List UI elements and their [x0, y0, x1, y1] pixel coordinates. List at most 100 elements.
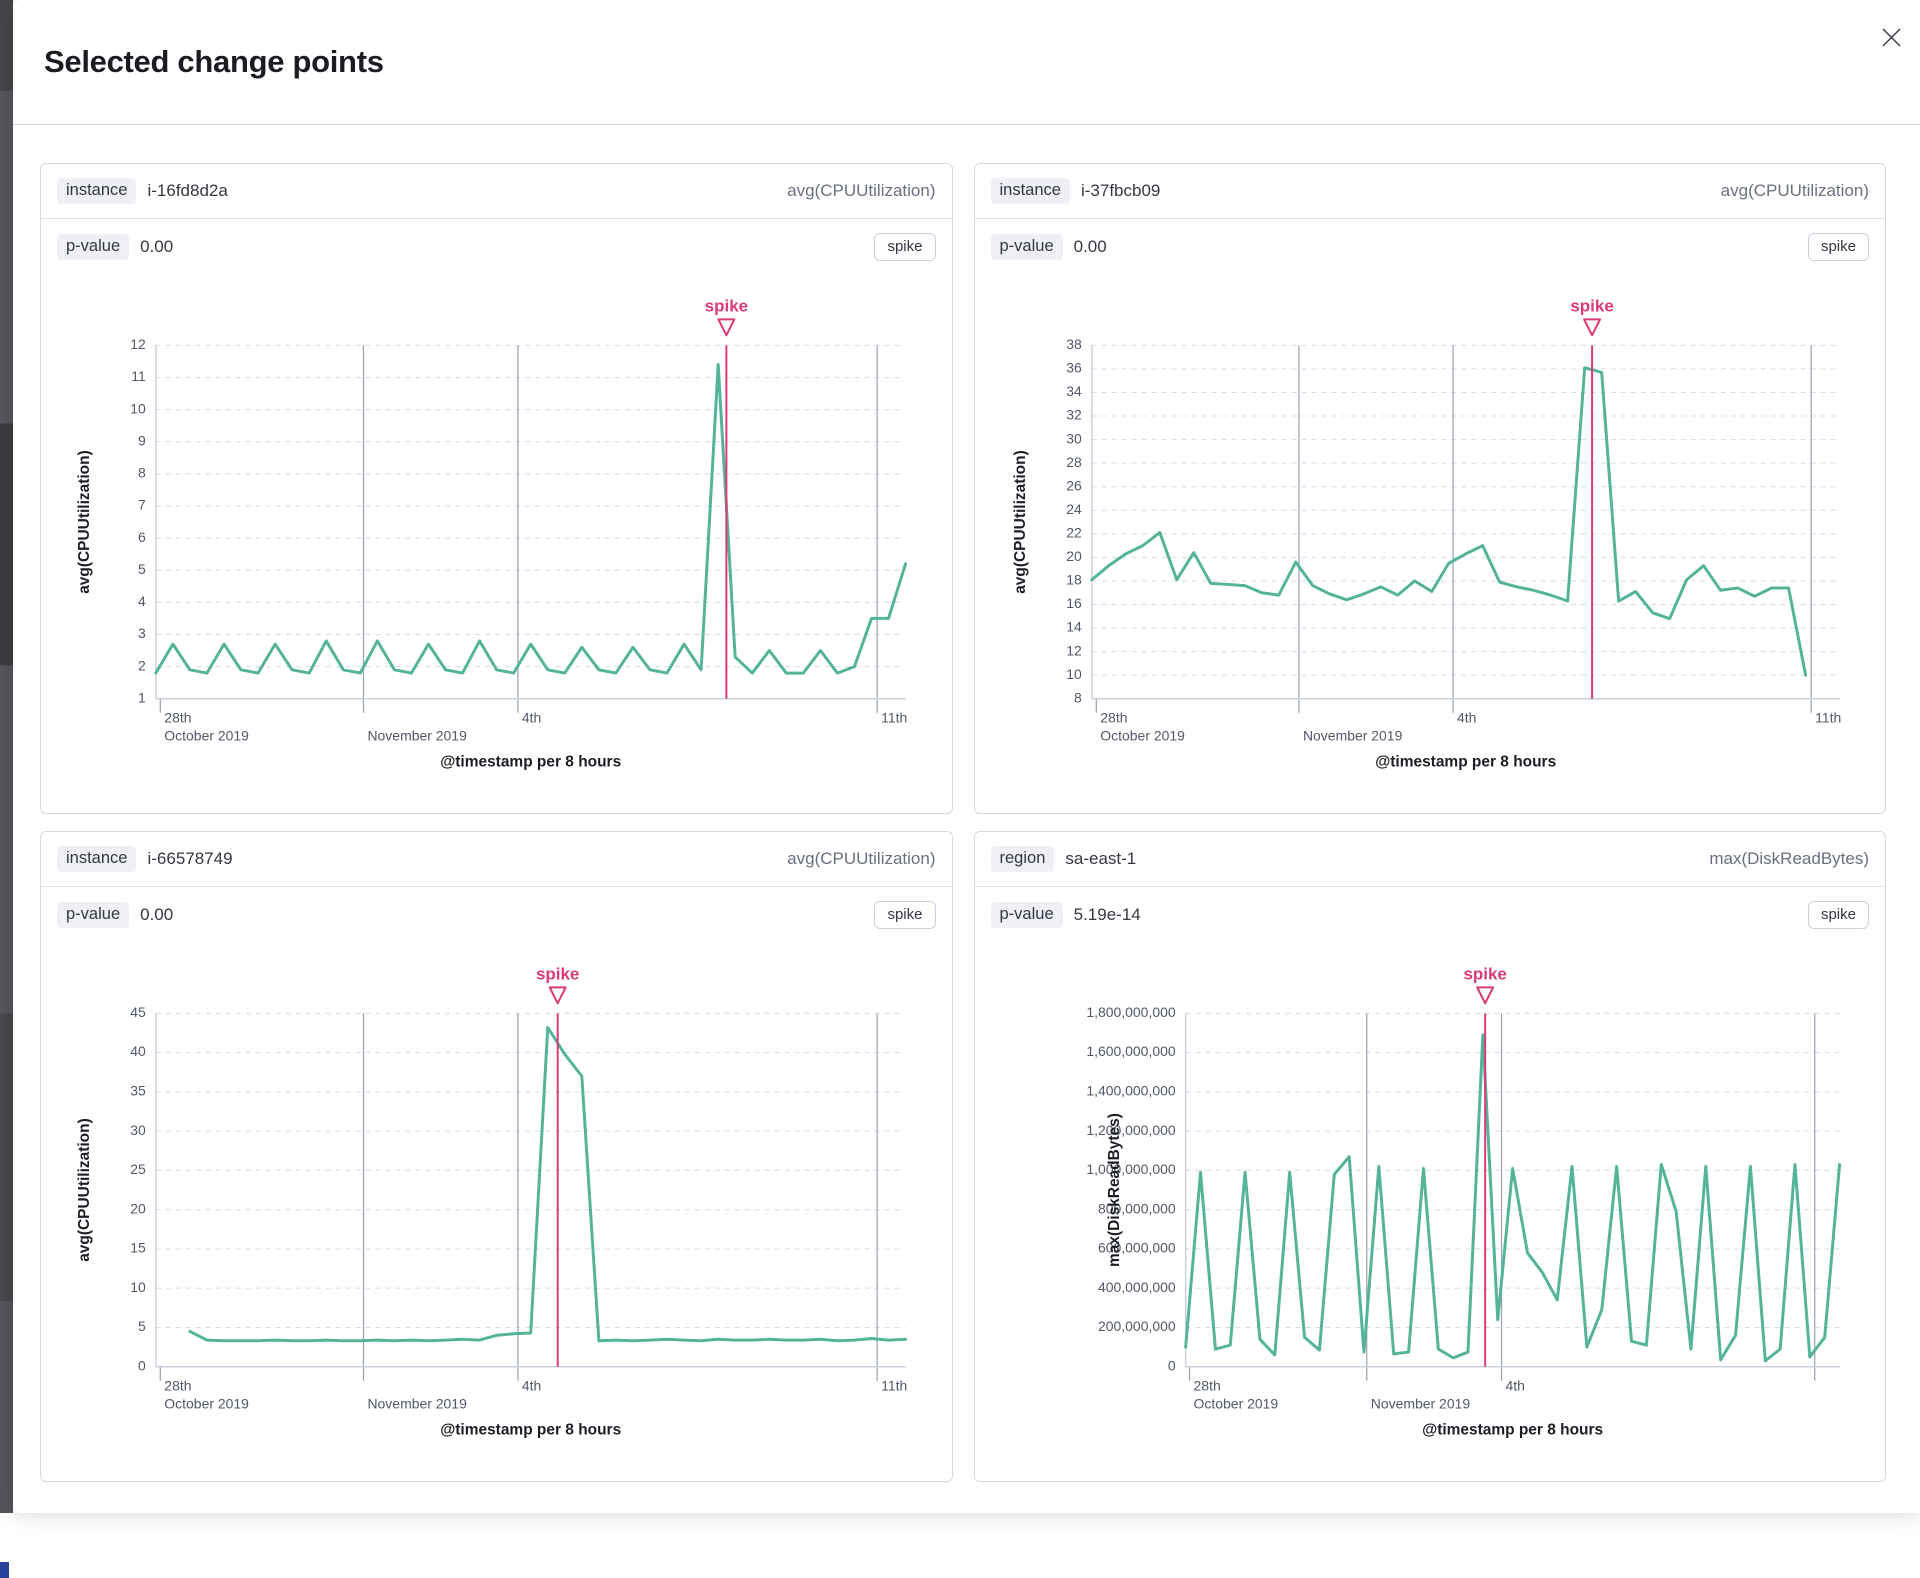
- metric-label: avg(CPUUtilization): [787, 849, 936, 868]
- y-tick-label: 16: [1066, 595, 1082, 611]
- y-tick-label: 10: [130, 400, 146, 416]
- y-tick-label: 800,000,000: [1097, 1200, 1175, 1216]
- x-tick-label: November 2019: [367, 1396, 467, 1412]
- y-tick-label: 26: [1066, 477, 1082, 493]
- y-tick-label: 0: [138, 1357, 146, 1373]
- metric-label: max(DiskReadBytes): [1709, 849, 1869, 868]
- spike-type-badge: spike: [874, 233, 936, 261]
- y-axis-title: max(DiskReadBytes): [1105, 1113, 1122, 1267]
- x-axis-title: @timestamp per 8 hours: [1422, 1422, 1603, 1439]
- pvalue-row: p-value 0.00 spike: [975, 219, 1886, 275]
- line-chart: 0 5 10 15 20 25 30 35 40 45 28th October 2019 Novemb…: [76, 964, 908, 1439]
- x-tick-label: 4th: [522, 1378, 541, 1394]
- pvalue-value: 5.19e-14: [1073, 905, 1141, 924]
- series-line: [154, 363, 908, 675]
- spike-annotation-label: spike: [536, 964, 579, 983]
- y-tick-label: 28: [1066, 454, 1082, 470]
- pvalue-badge: p-value: [57, 234, 130, 260]
- line-chart: 0 200,000,000 400,000,000 600,000,000 800,00…: [1086, 964, 1841, 1439]
- line-chart: 8 10 12 14 16 18 20 22 24 26 28 30 32 34 36 38 28th Octob…: [1011, 296, 1841, 771]
- pvalue-value: 0.00: [140, 905, 174, 924]
- field-badge: region: [990, 846, 1055, 872]
- pvalue-row: p-value 5.19e-14 spike: [975, 887, 1886, 943]
- y-tick-label: 34: [1066, 383, 1082, 399]
- y-tick-label: 24: [1066, 501, 1082, 517]
- y-tick-label: 20: [130, 1200, 146, 1216]
- y-axis-title: avg(CPUUtilization): [76, 450, 93, 594]
- y-tick-label: 4: [138, 593, 146, 609]
- spike-annotation-label: spike: [1570, 296, 1613, 315]
- y-tick-label: 12: [130, 336, 146, 352]
- y-tick-label: 45: [130, 1004, 146, 1020]
- spike-triangle-icon: [1582, 318, 1601, 337]
- x-tick-label: 4th: [522, 710, 541, 726]
- spike-type-badge: spike: [1807, 901, 1869, 929]
- x-tick-label: 11th: [881, 710, 907, 726]
- x-tick-label: 28th: [164, 1378, 191, 1394]
- y-tick-label: 2: [138, 657, 146, 673]
- y-tick-label: 10: [130, 1279, 146, 1295]
- panel-header: instance i-66578749 avg(CPUUtilization): [41, 832, 952, 887]
- change-point-panel: instance i-37fbcb09 avg(CPUUtilization) …: [973, 163, 1886, 814]
- x-tick-label: 28th: [1193, 1378, 1220, 1394]
- x-tick-label: November 2019: [367, 728, 467, 744]
- x-tick-label: 4th: [1457, 710, 1476, 726]
- close-button[interactable]: [1874, 20, 1908, 54]
- y-tick-label: 7: [138, 497, 146, 513]
- y-tick-label: 1,000,000,000: [1086, 1161, 1176, 1177]
- change-point-chart: 0 200,000,000 400,000,000 600,000,000 800,00…: [975, 943, 1886, 1481]
- y-tick-label: 1,600,000,000: [1086, 1043, 1176, 1059]
- field-value: i-16fd8d2a: [147, 181, 228, 200]
- y-tick-label: 1: [138, 689, 146, 705]
- change-point-panel: instance i-66578749 avg(CPUUtilization) …: [40, 831, 953, 1482]
- modal-header: Selected change points: [13, 0, 1920, 125]
- pvalue-value: 0.00: [140, 237, 174, 256]
- y-tick-label: 1,200,000,000: [1086, 1122, 1176, 1138]
- field-badge: instance: [57, 178, 137, 204]
- change-point-chart: 0 5 10 15 20 25 30 35 40 45 28th October 2019 Novemb…: [41, 943, 952, 1481]
- x-tick-label: 28th: [1100, 710, 1127, 726]
- x-tick-label: 11th: [1815, 710, 1841, 726]
- y-tick-label: 0: [1167, 1357, 1175, 1373]
- metric-label: avg(CPUUtilization): [787, 181, 936, 200]
- x-axis-title: @timestamp per 8 hours: [440, 1422, 621, 1439]
- spike-type-badge: spike: [1807, 233, 1869, 261]
- y-axis-title: avg(CPUUtilization): [76, 1118, 93, 1262]
- panel-header: instance i-37fbcb09 avg(CPUUtilization): [974, 164, 1885, 219]
- y-tick-label: 14: [1066, 619, 1082, 635]
- y-tick-label: 30: [1066, 430, 1082, 446]
- y-tick-label: 25: [130, 1161, 146, 1177]
- series-line: [1089, 366, 1807, 677]
- y-tick-label: 30: [130, 1122, 146, 1138]
- x-tick-label: October 2019: [164, 728, 249, 744]
- y-tick-label: 200,000,000: [1097, 1318, 1175, 1334]
- pvalue-badge: p-value: [57, 902, 130, 928]
- change-point-panel: instance i-16fd8d2a avg(CPUUtilization) …: [40, 163, 953, 814]
- field-value: sa-east-1: [1065, 849, 1137, 868]
- y-tick-label: 32: [1066, 407, 1082, 423]
- series-line: [188, 1026, 908, 1343]
- y-tick-label: 11: [131, 368, 146, 384]
- change-points-modal: Selected change points instance i-16fd8d…: [13, 0, 1920, 1513]
- field-value: i-66578749: [147, 849, 233, 868]
- x-tick-label: October 2019: [164, 1396, 249, 1412]
- x-axis-title: @timestamp per 8 hours: [1375, 754, 1556, 771]
- y-tick-label: 1,800,000,000: [1086, 1004, 1176, 1020]
- change-point-grid: instance i-16fd8d2a avg(CPUUtilization) …: [13, 125, 1920, 1482]
- y-tick-label: 8: [1074, 689, 1082, 705]
- x-tick-label: 4th: [1505, 1378, 1524, 1394]
- y-tick-label: 12: [1066, 642, 1082, 658]
- panel-header: region sa-east-1 max(DiskReadBytes): [974, 832, 1885, 887]
- y-tick-label: 5: [138, 561, 146, 577]
- field-badge: instance: [990, 178, 1070, 204]
- pvalue-value: 0.00: [1073, 237, 1107, 256]
- field-badge: instance: [57, 846, 137, 872]
- pvalue-row: p-value 0.00 spike: [41, 219, 952, 275]
- field-value: i-37fbcb09: [1080, 181, 1161, 200]
- y-tick-label: 40: [130, 1043, 146, 1059]
- panel-header: instance i-16fd8d2a avg(CPUUtilization): [41, 164, 952, 219]
- y-tick-label: 8: [138, 465, 146, 481]
- pvalue-badge: p-value: [990, 902, 1063, 928]
- underlying-page-fragment: [0, 1562, 9, 1578]
